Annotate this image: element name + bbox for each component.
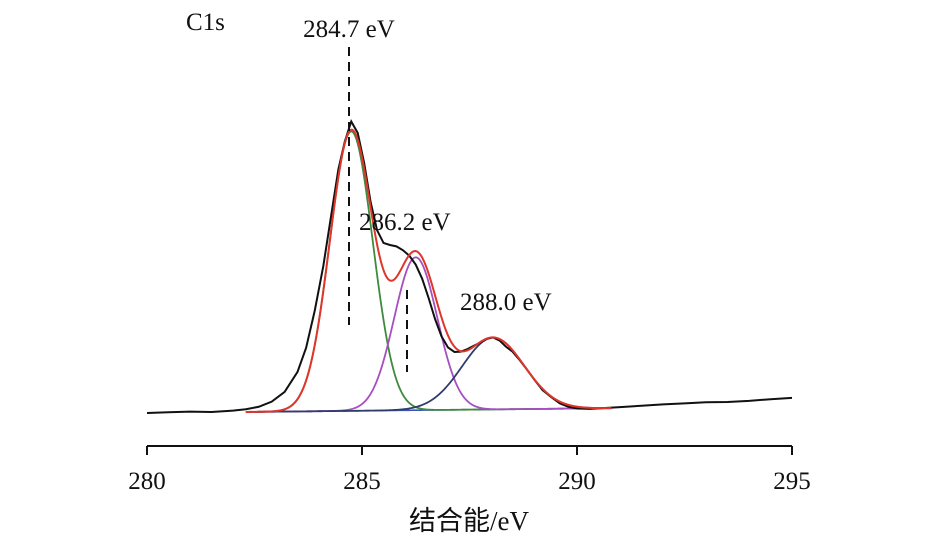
- envelope-fit-line: [245, 128, 612, 413]
- plot-area: [146, 119, 793, 414]
- peak-annotations: 284.7 eV 286.2 eV 288.0 eV: [303, 16, 552, 372]
- x-tick-label: 295: [773, 468, 811, 495]
- chart-title: C1s: [186, 9, 225, 36]
- peak-annotation-label: 284.7 eV: [303, 16, 395, 43]
- peak-annotation-label: 286.2 eV: [359, 209, 451, 236]
- x-tick-label: 290: [558, 468, 596, 495]
- x-tick-label: 280: [128, 468, 166, 495]
- component-peak-2: [245, 256, 612, 413]
- x-tick-label: 285: [343, 468, 381, 495]
- peak-annotation-label: 288.0 eV: [460, 289, 552, 316]
- x-axis-label: 结合能/eV: [409, 506, 529, 536]
- x-axis-ticks: [146, 446, 793, 455]
- x-axis-tick-labels: 280 285 290 295: [128, 468, 811, 495]
- raw-spectrum-line: [146, 119, 793, 414]
